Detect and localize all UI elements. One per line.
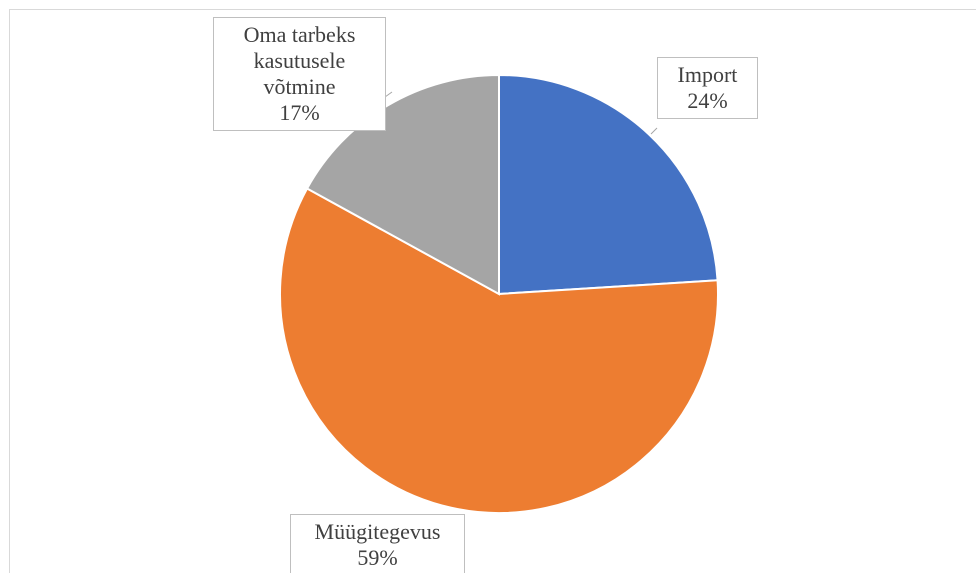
category-label: Müügitegevus [314, 519, 441, 544]
data-label: Oma tarbeks kasutusele võtmine 17% [213, 17, 386, 131]
category-label: Oma tarbeks kasutusele võtmine [243, 22, 356, 99]
data-label: Import 24% [657, 57, 758, 119]
value-label: 24% [687, 88, 728, 113]
leader-line [384, 91, 393, 98]
chart-border [9, 9, 976, 573]
pie-slice [279, 187, 719, 514]
value-label: 59% [357, 545, 398, 570]
category-label: Import [677, 62, 738, 87]
data-label: Müügitegevus 59% [290, 514, 465, 573]
leader-line [650, 127, 658, 135]
pie [279, 73, 719, 514]
pie-slice [498, 73, 719, 296]
value-label: 17% [279, 100, 320, 125]
